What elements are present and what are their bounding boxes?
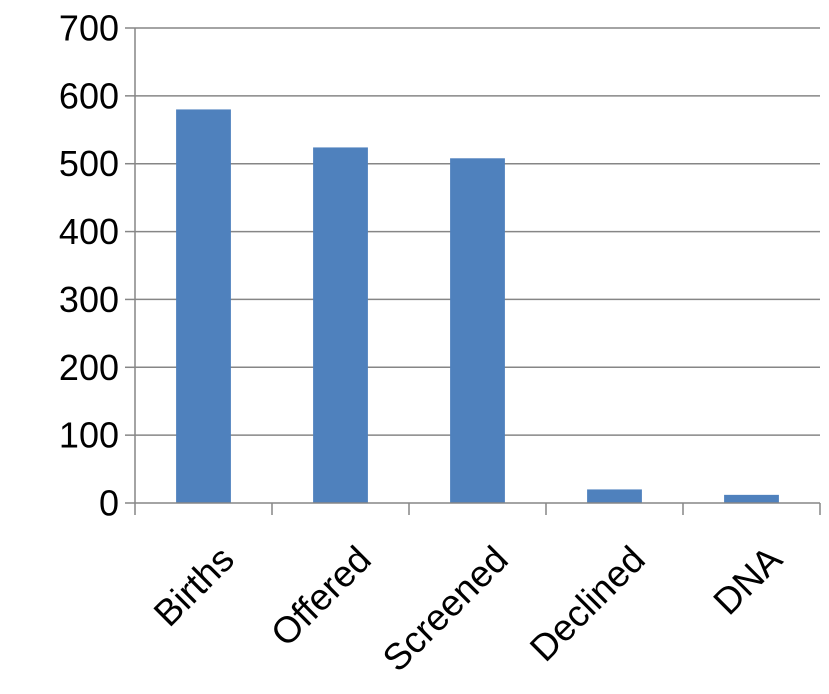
x-category-label-screened: Screened — [375, 538, 516, 679]
x-category-label-dna: DNA — [706, 538, 790, 622]
y-tick-label-200: 200 — [59, 347, 119, 388]
y-tick-label-600: 600 — [59, 75, 119, 116]
bar-declined — [587, 489, 642, 503]
y-tick-label-0: 0 — [99, 483, 119, 524]
bar-screened — [450, 158, 505, 504]
x-category-label-offered: Offered — [263, 538, 379, 654]
y-tick-label-300: 300 — [59, 279, 119, 320]
bar-dna — [724, 494, 779, 503]
y-tick-label-400: 400 — [59, 211, 119, 252]
axes — [125, 27, 821, 515]
y-tick-label-100: 100 — [59, 415, 119, 456]
x-category-label-declined: Declined — [522, 538, 653, 669]
y-tick-label-700: 700 — [59, 8, 119, 49]
y-tick-labels: 0 100 200 300 400 500 600 700 — [59, 8, 119, 524]
bar-births — [176, 109, 231, 503]
bars — [176, 109, 779, 504]
bar-offered — [313, 147, 368, 503]
y-tick-label-500: 500 — [59, 143, 119, 184]
x-category-label-births: Births — [146, 538, 242, 634]
